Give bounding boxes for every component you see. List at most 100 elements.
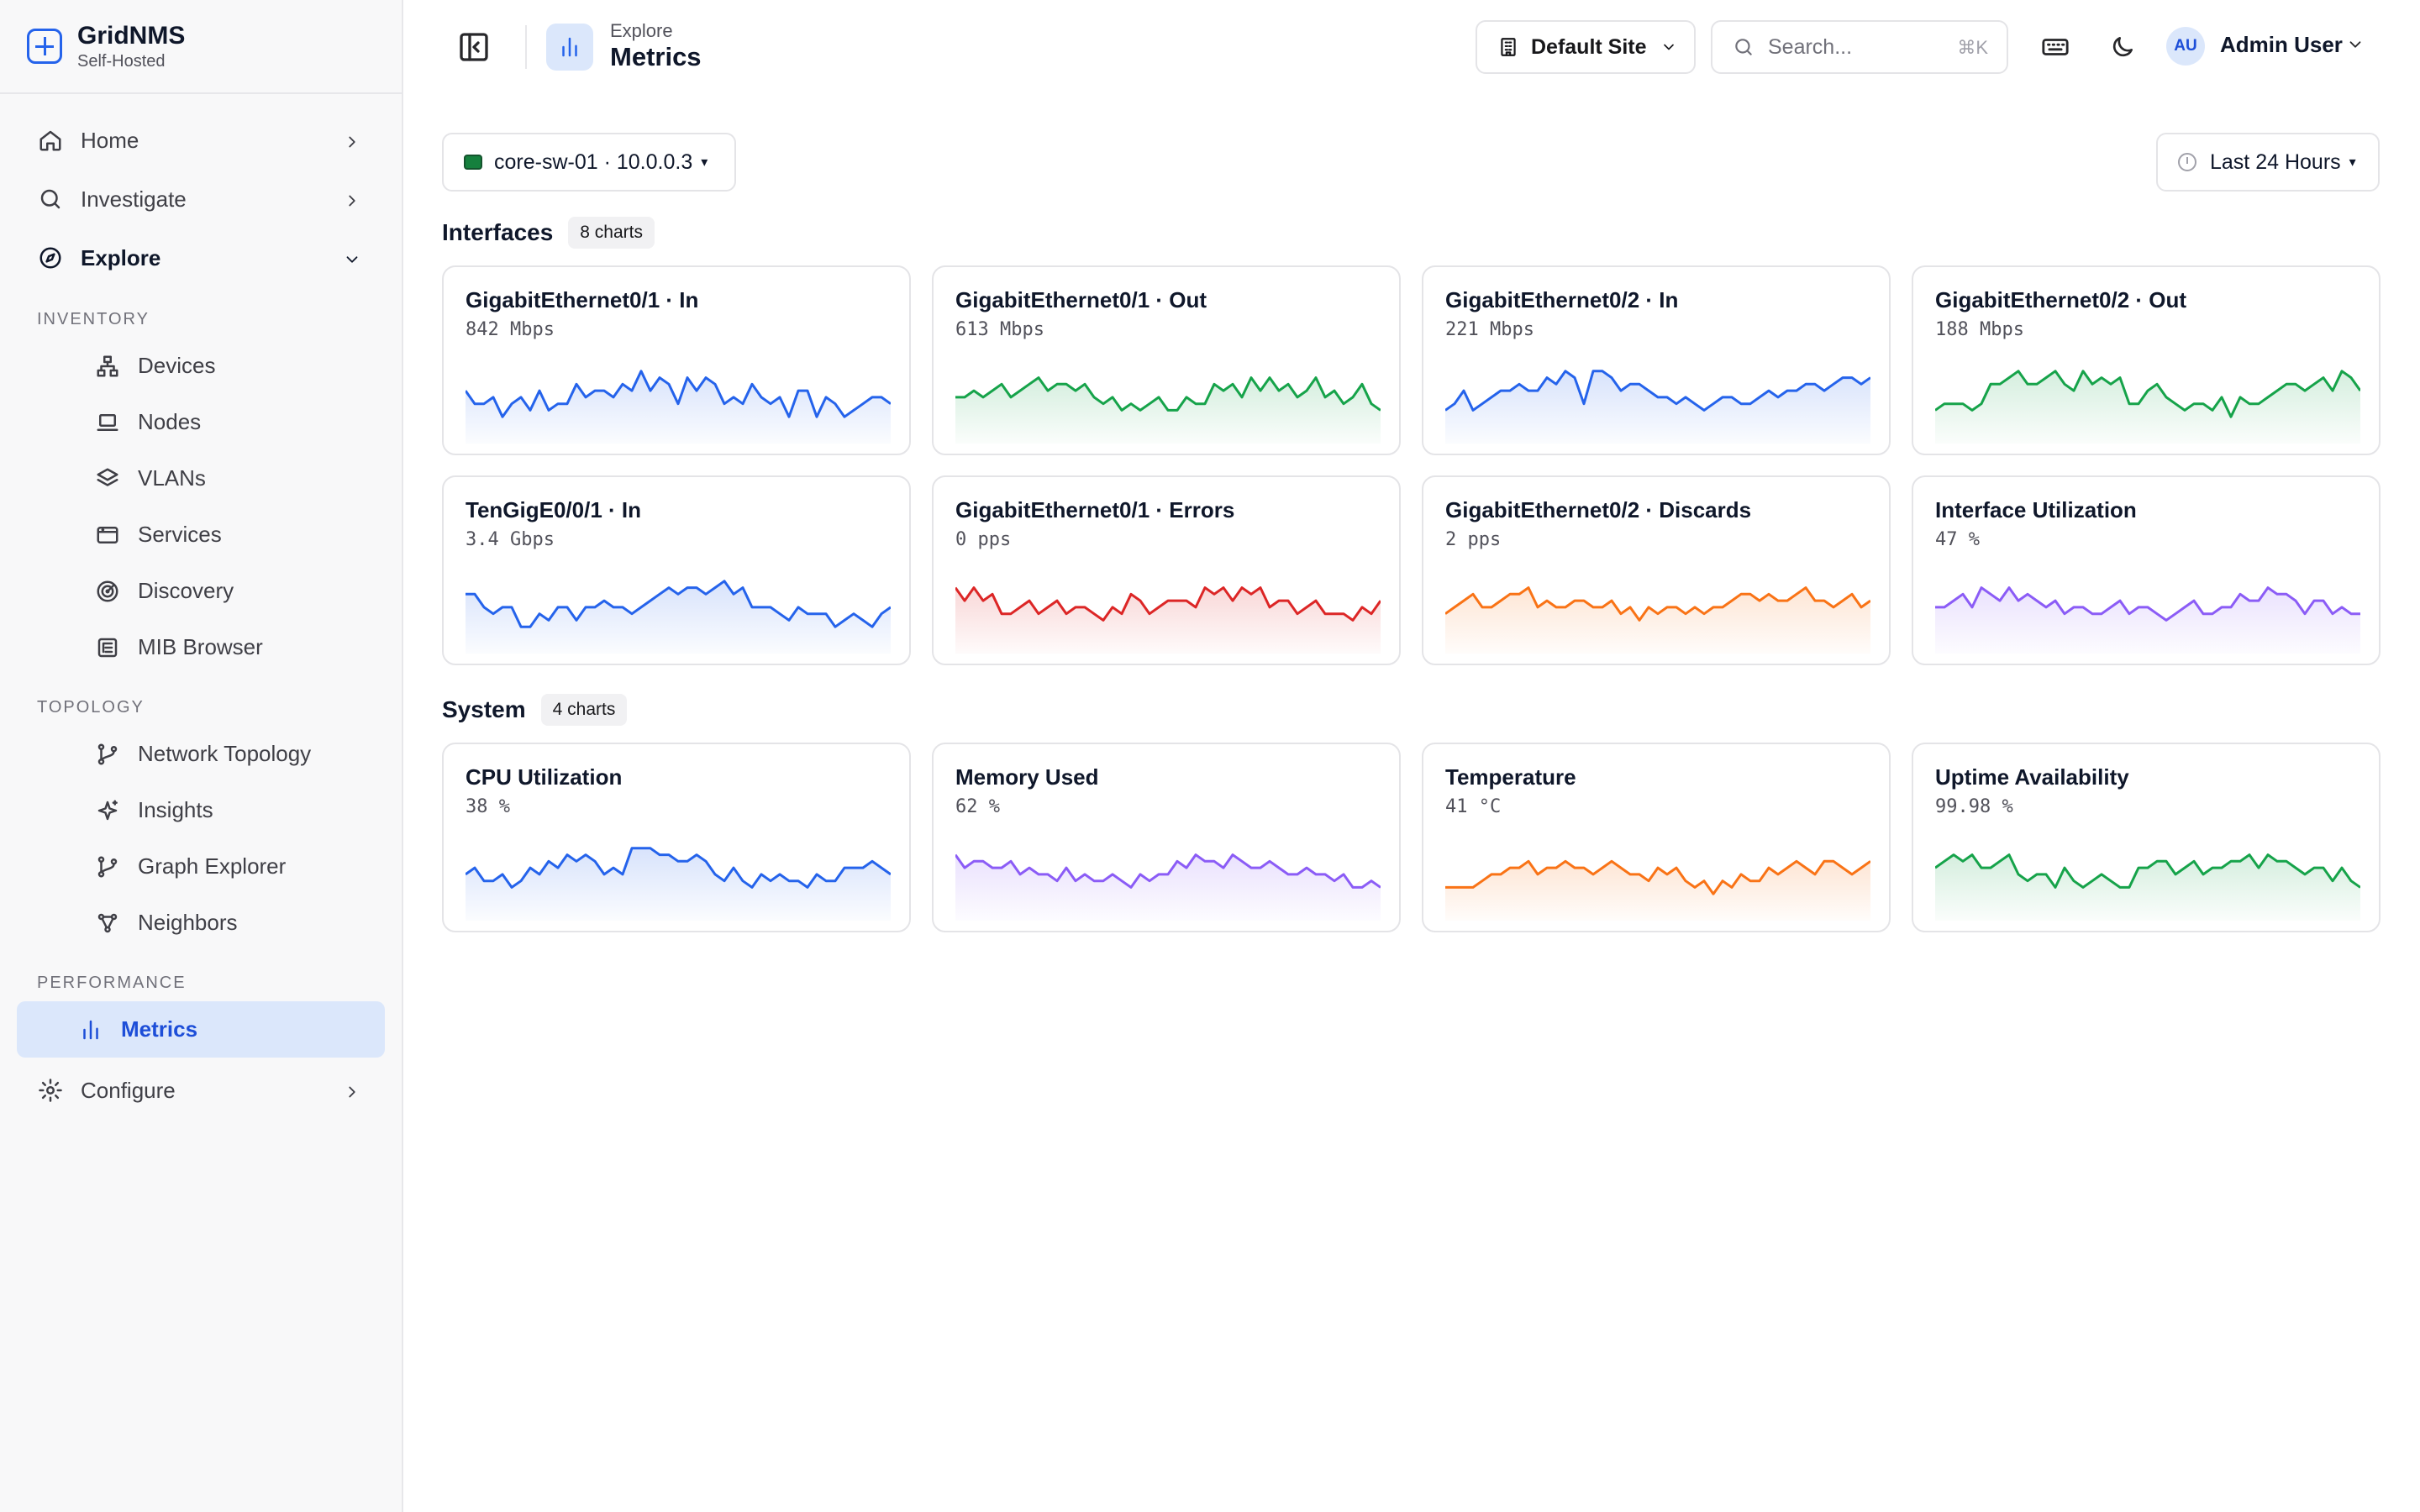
metric-chart-card[interactable]: Memory Used 62 % bbox=[932, 743, 1401, 932]
metric-chart-card[interactable]: Temperature 41 °C bbox=[1422, 743, 1891, 932]
chart-current-value: 3.4 Gbps bbox=[466, 529, 555, 550]
metric-chart-card[interactable]: CPU Utilization 38 % bbox=[442, 743, 911, 932]
sidebar-item-label: Insights bbox=[138, 797, 213, 822]
sparkline-chart bbox=[1445, 370, 1870, 444]
sparkline-area bbox=[466, 848, 891, 921]
bar-chart-icon bbox=[77, 1016, 104, 1043]
sparkline-area bbox=[1935, 587, 2360, 654]
tree-list-icon bbox=[94, 634, 121, 661]
sparkline-area bbox=[1445, 370, 1870, 444]
sidebar-item-mib-browser[interactable]: MIB Browser bbox=[17, 619, 385, 675]
metric-chart-card[interactable]: Uptime Availability 99.98 % bbox=[1912, 743, 2381, 932]
sparkline-line bbox=[1445, 859, 1870, 895]
sidebar-item-label: Network Topology bbox=[138, 741, 312, 766]
chart-current-value: 613 Mbps bbox=[955, 319, 1044, 340]
sparkline-line bbox=[466, 580, 891, 628]
search-input[interactable]: Search... ⌘K bbox=[1711, 20, 2008, 74]
metric-chart-card[interactable]: Interface Utilization 47 % bbox=[1912, 475, 2381, 665]
sidebar-item-metrics[interactable]: Metrics bbox=[17, 1001, 385, 1058]
sparkline-line bbox=[1445, 370, 1870, 412]
chart-title: Interface Utilization bbox=[1935, 497, 2137, 522]
sidebar-item-home[interactable]: Home bbox=[0, 111, 402, 170]
bar-chart-icon bbox=[546, 24, 593, 71]
chart-current-value: 62 % bbox=[955, 796, 1000, 817]
metric-chart-card[interactable]: GigabitEthernet0/2 · Discards 2 pps bbox=[1422, 475, 1891, 665]
sidebar-item-label: Graph Explorer bbox=[138, 853, 287, 879]
sidebar-item-configure[interactable]: Configure bbox=[0, 1061, 402, 1120]
page-title: Metrics bbox=[610, 42, 702, 71]
metric-chart-card[interactable]: GigabitEthernet0/1 · Out 613 Mbps bbox=[932, 265, 1401, 455]
section-inventory: INVENTORY bbox=[37, 310, 150, 328]
caret-down-icon: ▾ bbox=[701, 155, 708, 170]
sidebar-item-investigate[interactable]: Investigate bbox=[0, 170, 402, 228]
browser-window-icon bbox=[94, 522, 121, 549]
sidebar-item-insights[interactable]: Insights bbox=[17, 782, 385, 838]
time-range-selector[interactable]: Last 24 Hours ▾ bbox=[2156, 133, 2380, 192]
chart-current-value: 221 Mbps bbox=[1445, 319, 1534, 340]
metric-chart-card[interactable]: GigabitEthernet0/2 · Out 188 Mbps bbox=[1912, 265, 2381, 455]
sparkline-line bbox=[1445, 586, 1870, 622]
sparkline-line bbox=[466, 370, 891, 418]
clock-icon bbox=[2178, 153, 2196, 171]
sidebar-item-label: Nodes bbox=[138, 409, 202, 434]
chart-current-value: 38 % bbox=[466, 796, 510, 817]
sparkline-area bbox=[466, 370, 891, 444]
site-selector-button[interactable]: Default Site bbox=[1476, 20, 1696, 74]
metric-chart-card[interactable]: GigabitEthernet0/1 · In 842 Mbps bbox=[442, 265, 911, 455]
sidebar-item-vlans[interactable]: VLANs bbox=[17, 450, 385, 507]
search-icon bbox=[37, 186, 64, 213]
sparkline-area bbox=[1935, 854, 2360, 921]
sparkline-chart bbox=[1935, 853, 2360, 921]
sidebar-item-discovery[interactable]: Discovery bbox=[17, 563, 385, 619]
search-shortcut: ⌘K bbox=[1957, 37, 1988, 58]
sparkline-area bbox=[955, 854, 1381, 921]
sidebar-item-devices[interactable]: Devices bbox=[17, 338, 385, 394]
sidebar-item-nodes[interactable]: Nodes bbox=[17, 394, 385, 450]
metric-chart-card[interactable]: GigabitEthernet0/1 · Errors 0 pps bbox=[932, 475, 1401, 665]
chart-title: CPU Utilization bbox=[466, 764, 623, 790]
metric-chart-card[interactable]: TenGigE0/0/1 · In 3.4 Gbps bbox=[442, 475, 911, 665]
sparkline-area bbox=[466, 580, 891, 654]
chart-current-value: 99.98 % bbox=[1935, 796, 2013, 817]
sparkline-area bbox=[1935, 370, 2360, 444]
sidebar-toggle-icon[interactable] bbox=[457, 30, 491, 64]
chart-current-value: 47 % bbox=[1935, 529, 1980, 550]
sparkline-chart bbox=[466, 847, 891, 921]
sparkline-line bbox=[1935, 370, 2360, 418]
breadcrumb-section[interactable]: Explore bbox=[610, 20, 673, 41]
breadcrumb: Explore Metrics bbox=[610, 20, 702, 72]
brand-logo-icon bbox=[27, 29, 62, 64]
moon-icon[interactable] bbox=[2106, 30, 2139, 64]
device-selector[interactable]: core-sw-01 · 10.0.0.3 ▾ bbox=[442, 133, 736, 192]
sidebar-item-network-topology[interactable]: Network Topology bbox=[17, 726, 385, 782]
network-icon bbox=[94, 353, 121, 380]
sidebar-item-label: Investigate bbox=[81, 186, 187, 212]
sidebar-item-neighbors[interactable]: Neighbors bbox=[17, 895, 385, 951]
chevron-down-icon[interactable] bbox=[2346, 35, 2365, 58]
caret-down-icon: ▾ bbox=[2349, 155, 2356, 170]
gear-icon bbox=[37, 1077, 64, 1104]
sidebar-item-explore[interactable]: Explore bbox=[0, 228, 402, 287]
sparkline-line bbox=[955, 853, 1381, 889]
keyboard-icon[interactable] bbox=[2039, 30, 2072, 64]
section-topology: TOPOLOGY bbox=[37, 698, 145, 717]
share-nodes-icon bbox=[94, 910, 121, 937]
chevron-right-icon bbox=[343, 190, 361, 216]
sparkline-line bbox=[466, 847, 891, 889]
user-name[interactable]: Admin User bbox=[2220, 32, 2343, 57]
sidebar-item-label: Configure bbox=[81, 1077, 176, 1103]
chart-title: GigabitEthernet0/2 · Out bbox=[1935, 287, 2187, 312]
chart-title: Uptime Availability bbox=[1935, 764, 2129, 790]
metric-chart-card[interactable]: GigabitEthernet0/2 · In 221 Mbps bbox=[1422, 265, 1891, 455]
sidebar-item-label: VLANs bbox=[138, 465, 206, 491]
sidebar-item-label: Explore bbox=[81, 244, 161, 270]
avatar[interactable]: AU bbox=[2166, 27, 2205, 66]
sidebar-item-services[interactable]: Services bbox=[17, 507, 385, 563]
brand[interactable]: GridNMS Self-Hosted bbox=[0, 0, 402, 94]
sidebar-item-graph-explorer[interactable]: Graph Explorer bbox=[17, 838, 385, 895]
sparkline-chart bbox=[955, 586, 1381, 654]
sidebar-item-label: Devices bbox=[138, 353, 216, 378]
git-branch-icon bbox=[94, 741, 121, 768]
chart-title: Memory Used bbox=[955, 764, 1099, 790]
